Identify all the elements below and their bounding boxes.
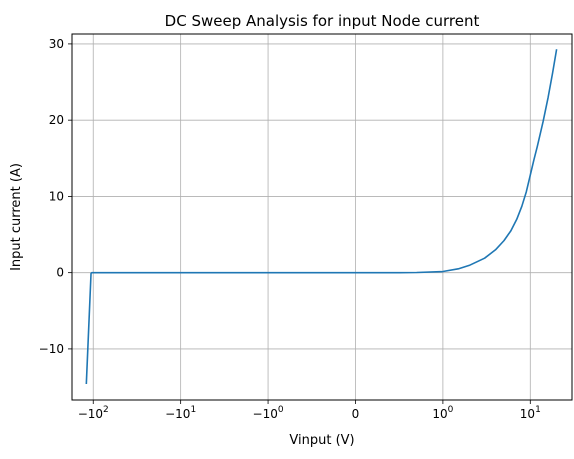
x-tick-label: −102: [78, 405, 109, 421]
series: [85, 49, 558, 385]
chart-title: DC Sweep Analysis for input Node current: [165, 12, 480, 30]
x-tick-label: −101: [165, 405, 196, 421]
x-axis-label: Vinput (V): [289, 433, 354, 448]
y-axis-label: Input current (A): [9, 163, 24, 271]
plot-frame: [71, 33, 573, 401]
x-tick-label: −100: [253, 405, 284, 421]
x-tick-label: 0: [352, 407, 360, 421]
y-ticks: −10 0 10 20 30: [39, 37, 72, 356]
y-tick-label: 0: [56, 266, 64, 280]
y-tick-label: −10: [39, 342, 64, 356]
x-tick-label: 100: [432, 405, 453, 421]
grid: [72, 34, 572, 400]
y-tick-label: 30: [49, 37, 64, 51]
y-tick-label: 20: [49, 113, 64, 127]
series-line: [85, 49, 558, 385]
x-tick-label: 101: [520, 405, 541, 421]
y-tick-label: 10: [49, 189, 64, 203]
x-ticks: −102 −101 −100 0 100 101: [78, 400, 541, 421]
